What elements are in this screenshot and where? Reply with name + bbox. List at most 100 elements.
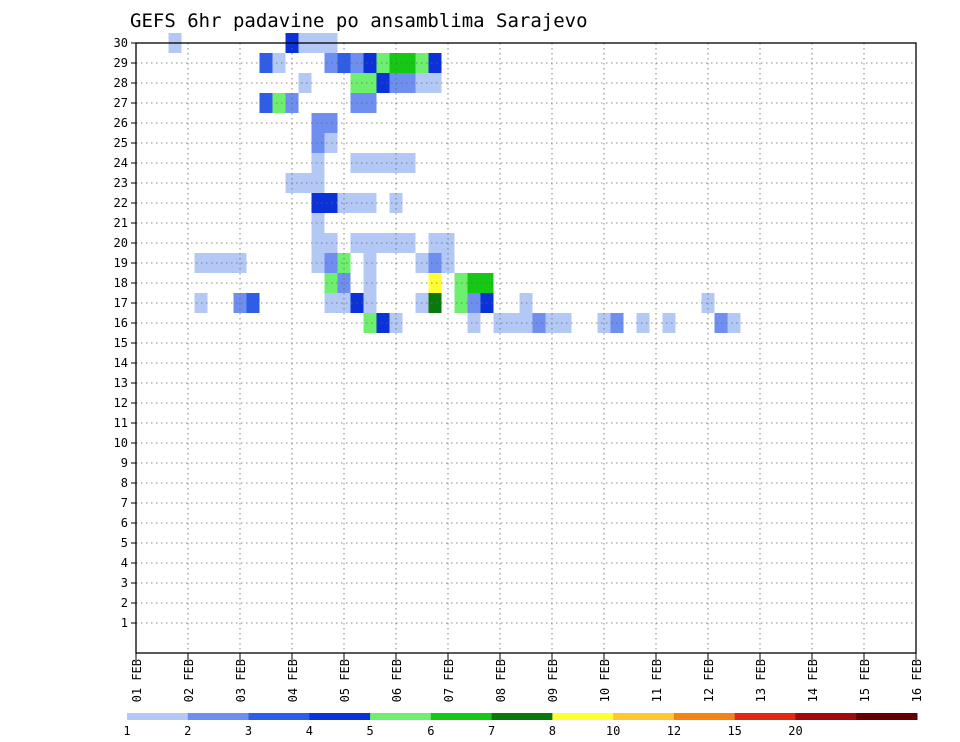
colorbar-segment bbox=[613, 713, 675, 720]
heatmap-cell bbox=[662, 313, 676, 333]
heatmap-cell bbox=[376, 73, 390, 93]
heatmap-cell bbox=[363, 293, 377, 313]
x-axis-ticks: 01 FEB 02 FEB 03 FEB 04 FEB 05 FEB 06 FEB 07 F… bbox=[130, 653, 924, 702]
chart-title: GEFS 6hr padavine po ansamblima Sarajevo bbox=[130, 10, 588, 32]
x-tick-label: 11 FEB bbox=[650, 659, 664, 702]
heatmap-cell bbox=[428, 233, 442, 253]
plot-frame bbox=[135, 42, 917, 654]
colorbar-label: 8 bbox=[549, 724, 556, 738]
y-tick-label: 20 bbox=[114, 236, 128, 250]
colorbar-segment bbox=[309, 713, 371, 720]
y-tick-label: 15 bbox=[114, 336, 128, 350]
x-tick-label: 10 FEB bbox=[598, 659, 612, 702]
y-tick-label: 16 bbox=[114, 316, 128, 330]
heatmap-cell bbox=[428, 273, 442, 293]
heatmap-cell bbox=[298, 173, 312, 193]
colorbar-segment bbox=[856, 713, 918, 720]
heatmap-cell bbox=[532, 313, 546, 333]
colorbar-label: 10 bbox=[606, 724, 620, 738]
colorbar-segment bbox=[795, 713, 857, 720]
y-tick-label: 27 bbox=[114, 96, 128, 110]
heatmap-cell bbox=[363, 73, 377, 93]
colorbar-label: 20 bbox=[788, 724, 802, 738]
colorbar-label: 12 bbox=[667, 724, 681, 738]
heatmap-cell bbox=[402, 233, 416, 253]
y-tick-label: 18 bbox=[114, 276, 128, 290]
y-tick-label: 10 bbox=[114, 436, 128, 450]
heatmap-cell bbox=[311, 213, 325, 233]
heatmap-cell bbox=[311, 113, 325, 133]
heatmap-cell bbox=[298, 73, 312, 93]
heatmap-cell bbox=[376, 233, 390, 253]
heatmap-cell bbox=[376, 53, 390, 73]
y-tick-label: 7 bbox=[121, 496, 128, 510]
heatmap-cell bbox=[363, 93, 377, 113]
heatmap-cell bbox=[428, 53, 442, 73]
y-tick-label: 21 bbox=[114, 216, 128, 230]
heatmap-cells bbox=[168, 33, 741, 333]
y-tick-label: 9 bbox=[121, 456, 128, 470]
y-tick-label: 17 bbox=[114, 296, 128, 310]
colorbar-segment bbox=[248, 713, 310, 720]
colorbar-segment bbox=[430, 713, 493, 720]
heatmap-cell bbox=[467, 293, 481, 313]
heatmap-cell bbox=[246, 293, 260, 313]
heatmap-cell bbox=[272, 93, 286, 113]
y-tick-label: 26 bbox=[114, 116, 128, 130]
heatmap-cell bbox=[363, 253, 377, 273]
heatmap-cell bbox=[558, 313, 572, 333]
y-tick-label: 29 bbox=[114, 56, 128, 70]
chart-gridlines bbox=[136, 42, 916, 653]
heatmap-cell bbox=[363, 273, 377, 293]
heatmap-cell bbox=[376, 153, 390, 173]
colorbar-segment bbox=[673, 713, 736, 720]
x-tick-label: 16 FEB bbox=[910, 659, 924, 702]
heatmap-cell bbox=[636, 313, 650, 333]
colorbar-segment bbox=[127, 713, 189, 720]
y-tick-label: 23 bbox=[114, 176, 128, 190]
colorbar-segment bbox=[187, 713, 250, 720]
x-tick-label: 05 FEB bbox=[338, 659, 352, 702]
heatmap-cell bbox=[311, 253, 325, 273]
heatmap-cell bbox=[402, 53, 416, 73]
colorbar-label: 15 bbox=[727, 724, 741, 738]
heatmap-cell bbox=[376, 313, 390, 333]
x-tick-label: 01 FEB bbox=[130, 659, 144, 702]
y-tick-label: 8 bbox=[121, 476, 128, 490]
y-tick-label: 24 bbox=[114, 156, 128, 170]
x-tick-label: 07 FEB bbox=[442, 659, 456, 702]
y-tick-label: 6 bbox=[121, 516, 128, 530]
colorbar-label: 5 bbox=[366, 724, 373, 738]
heatmap-cell bbox=[311, 153, 325, 173]
colorbar-label: 2 bbox=[184, 724, 191, 738]
heatmap-cell bbox=[363, 233, 377, 253]
y-tick-label: 19 bbox=[114, 256, 128, 270]
heatmap-cell bbox=[363, 193, 377, 213]
colorbar-label: 6 bbox=[427, 724, 434, 738]
y-tick-label: 13 bbox=[114, 376, 128, 390]
x-tick-label: 06 FEB bbox=[390, 659, 404, 702]
colorbar-legend: 1 2 3 4 5 6 7 8 10 12 15 20 bbox=[123, 713, 918, 738]
x-tick-label: 08 FEB bbox=[494, 659, 508, 702]
heatmap-cell bbox=[467, 273, 481, 293]
y-tick-label: 28 bbox=[114, 76, 128, 90]
y-tick-label: 2 bbox=[121, 596, 128, 610]
heatmap-cell bbox=[402, 73, 416, 93]
y-tick-label: 12 bbox=[114, 396, 128, 410]
heatmap-cell bbox=[428, 253, 442, 273]
heatmap-cell bbox=[363, 153, 377, 173]
colorbar-label: 7 bbox=[488, 724, 495, 738]
x-tick-label: 03 FEB bbox=[234, 659, 248, 702]
x-tick-label: 12 FEB bbox=[702, 659, 716, 702]
y-tick-label: 14 bbox=[114, 356, 128, 370]
heatmap-cell bbox=[272, 53, 286, 73]
heatmap-cell bbox=[402, 153, 416, 173]
colorbar-label: 4 bbox=[306, 724, 313, 738]
y-axis-ticks: 1234567891011121314151617181920212223242… bbox=[114, 36, 136, 630]
y-tick-label: 5 bbox=[121, 536, 128, 550]
heatmap-cell bbox=[428, 293, 442, 313]
heatmap-cell bbox=[727, 313, 741, 333]
colorbar-segment bbox=[734, 713, 796, 720]
x-tick-label: 02 FEB bbox=[182, 659, 196, 702]
